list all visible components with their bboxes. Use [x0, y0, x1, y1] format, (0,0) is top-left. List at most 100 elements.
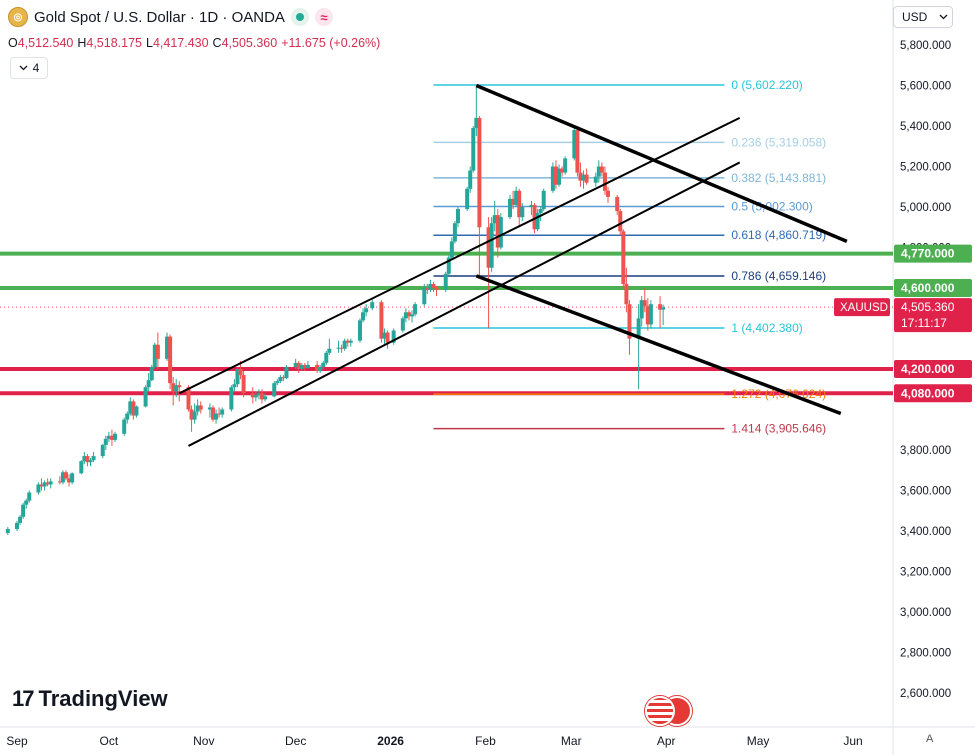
candle-body	[186, 387, 191, 410]
candle-body	[455, 209, 460, 224]
candle-body	[220, 409, 225, 415]
candle-body	[474, 117, 479, 129]
x-tick-label: Jun	[843, 734, 862, 748]
candle-body	[517, 190, 522, 218]
candle-body	[477, 117, 482, 228]
symbol-badge	[834, 298, 890, 317]
candle-body	[624, 283, 629, 305]
candle-body	[302, 364, 307, 368]
candle-body	[229, 387, 234, 410]
candle-body	[152, 344, 157, 367]
candle-body	[364, 308, 369, 313]
candle-body	[315, 364, 320, 372]
candle-body	[443, 273, 448, 291]
candle-body	[422, 288, 427, 305]
candle-body	[272, 383, 277, 397]
candle-body	[446, 257, 451, 274]
fib-level-label: 0.618 (4,860.719)	[731, 228, 826, 242]
candle-body	[253, 395, 258, 398]
y-tick-label: 3,800.000	[900, 445, 951, 457]
level-price-badge	[894, 244, 972, 263]
candle-body	[578, 172, 583, 181]
us-flag-icon[interactable]	[645, 696, 675, 726]
candle-body	[615, 196, 620, 212]
wave-icon[interactable]: ≈	[314, 8, 333, 26]
candle-body	[339, 347, 344, 349]
candle-body	[529, 204, 534, 207]
candle-body	[413, 304, 418, 315]
candle-body	[299, 364, 304, 369]
indicators-toggle-button[interactable]: 4	[10, 57, 48, 79]
candle-body	[21, 504, 26, 517]
x-tick-label: Dec	[285, 734, 306, 748]
candle-body	[348, 340, 353, 343]
low-value: 4,417.430	[152, 36, 209, 50]
candle-body	[103, 438, 108, 445]
x-tick-label: Mar	[561, 734, 582, 748]
candle-body	[465, 188, 470, 210]
candle-body	[321, 362, 326, 367]
candle-body	[79, 461, 84, 474]
candle-body	[259, 393, 264, 400]
x-tick-label: 2026	[377, 734, 404, 748]
candle-body	[560, 168, 565, 173]
candle-body	[278, 377, 283, 382]
candle-body	[434, 288, 439, 291]
candle-body	[70, 473, 75, 483]
x-tick-label: Feb	[475, 734, 496, 748]
x-tick-label: Apr	[657, 734, 676, 748]
candle-body	[177, 385, 182, 388]
candle-body	[174, 385, 179, 392]
candle-body	[550, 166, 555, 191]
candle-body	[238, 369, 243, 376]
ohlc-legend: O4,512.540 H4,518.175 L4,417.430 C4,505.…	[8, 36, 380, 50]
candle-body	[214, 413, 219, 420]
candle-body	[511, 198, 516, 205]
candle-body	[155, 344, 160, 359]
symbol-title[interactable]: Gold Spot / U.S. Dollar · 1D · OANDA	[34, 8, 285, 26]
y-tick-label: 3,600.000	[900, 486, 951, 498]
y-tick-label: 3,400.000	[900, 526, 951, 538]
change-value: +11.675 (+0.26%)	[281, 36, 381, 50]
candle-body	[5, 528, 10, 534]
candle-body	[471, 128, 476, 171]
candle-body	[293, 362, 298, 367]
candle-body	[636, 318, 641, 339]
candle-body	[134, 406, 139, 416]
candle-body	[15, 522, 19, 529]
fib-level-label: 0 (5,602.220)	[731, 78, 802, 92]
tradingview-mark-icon: 17	[12, 686, 35, 711]
currency-button[interactable]: USD	[893, 6, 953, 28]
candle-body	[532, 204, 537, 230]
candle-body	[128, 401, 133, 414]
candle-body	[48, 481, 53, 485]
candle-body	[318, 366, 323, 372]
candle-body	[168, 336, 173, 384]
symbol-header: ◎ Gold Spot / U.S. Dollar · 1D · OANDA ≈	[8, 6, 333, 28]
tradingview-wordmark: TradingView	[38, 686, 168, 711]
trend-line-wedge-bottom	[475, 274, 842, 416]
candle-body	[370, 302, 375, 309]
candle-body	[382, 332, 387, 339]
candle-body	[553, 166, 558, 185]
candle-body	[535, 213, 540, 230]
candle-body	[296, 362, 301, 369]
candle-body	[39, 484, 44, 487]
close-value: 4,505.360	[221, 36, 278, 50]
candle-body	[428, 283, 433, 291]
close-label: C	[212, 36, 222, 50]
candle-body	[581, 174, 586, 181]
candle-body	[217, 413, 222, 415]
gold-coin-icon: ◎	[8, 7, 28, 27]
tradingview-logo[interactable]: 17 TradingView	[12, 686, 168, 712]
x-tick-label: Sep	[6, 734, 28, 748]
scale-mode-button[interactable]: A	[926, 733, 934, 745]
candle-body	[642, 300, 647, 307]
candle-body	[538, 209, 543, 214]
market-open-icon[interactable]	[290, 8, 309, 26]
candle-body	[639, 300, 644, 319]
candle-body	[385, 332, 390, 343]
candle-body	[361, 312, 366, 321]
candle-body	[112, 433, 117, 440]
